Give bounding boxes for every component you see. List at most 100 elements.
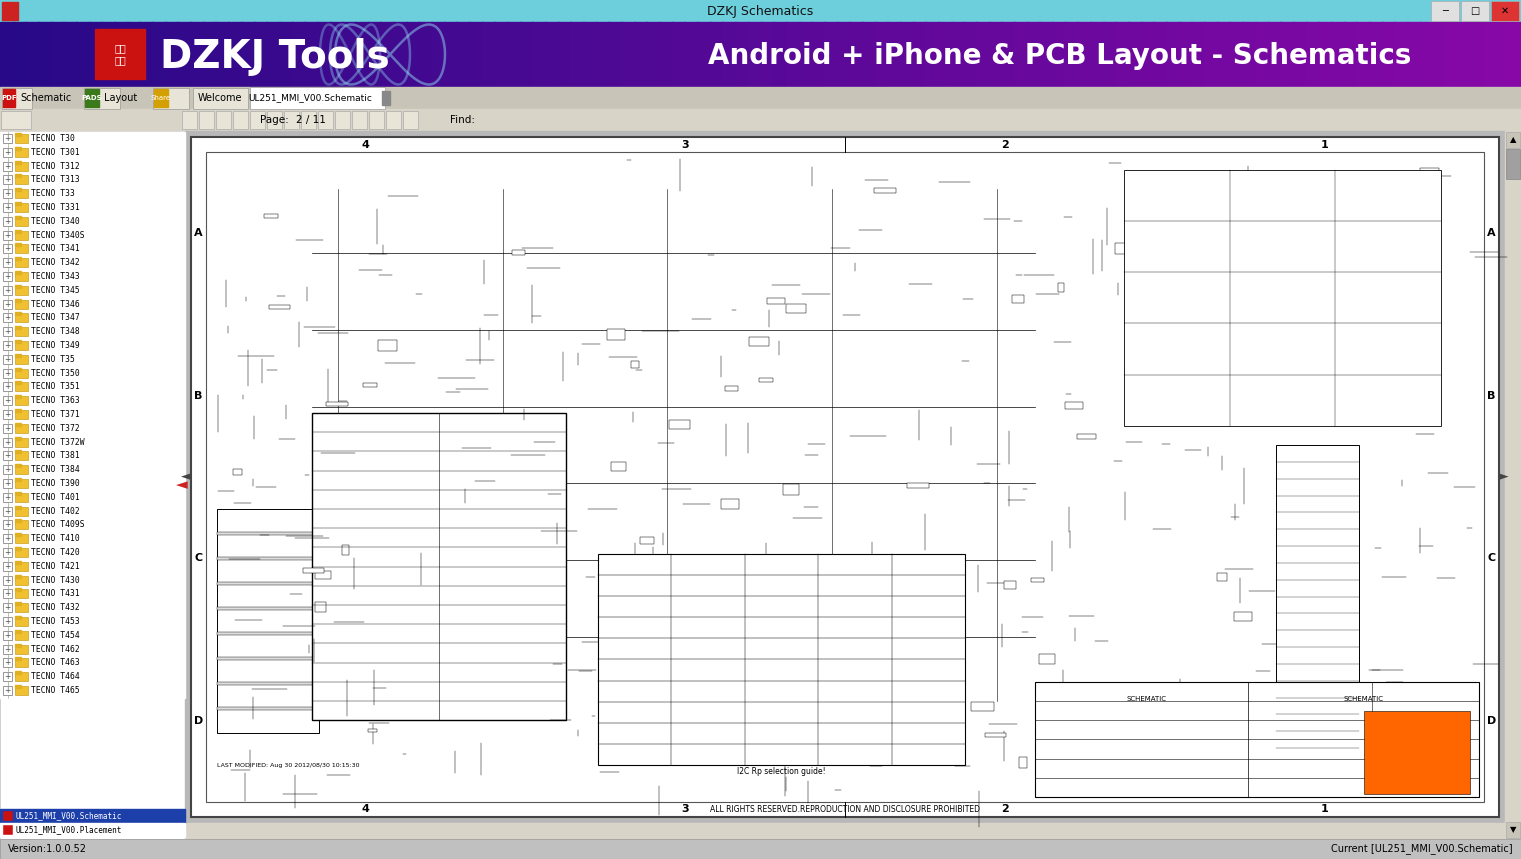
Bar [3, 355, 12, 364]
Bar [1170, 320, 1188, 326]
Bar [3, 134, 12, 143]
Text: 4: 4 [362, 139, 370, 149]
Bar [15, 355, 27, 364]
Bar [1243, 343, 1259, 350]
Bar [811, 22, 824, 87]
Text: +: + [5, 245, 11, 253]
Bar [3, 230, 12, 240]
Text: A: A [1488, 228, 1495, 238]
Bar [3, 562, 12, 570]
Bar [312, 413, 566, 720]
Text: +: + [5, 589, 11, 599]
Bar [640, 537, 654, 545]
Bar [786, 303, 806, 314]
Bar [15, 437, 27, 447]
Bar [697, 22, 710, 87]
Text: +: + [5, 507, 11, 515]
Bar [759, 378, 773, 382]
Bar [278, 22, 292, 87]
Bar [183, 111, 198, 129]
Bar [15, 547, 21, 550]
Bar [875, 22, 888, 87]
Bar [315, 571, 330, 579]
Bar [631, 362, 639, 369]
Bar [15, 436, 21, 440]
Bar [218, 682, 319, 685]
Bar [925, 22, 938, 87]
Text: +: + [5, 259, 11, 267]
Text: TECNO T390: TECNO T390 [30, 479, 79, 488]
Bar [748, 337, 768, 346]
Text: C: C [195, 553, 202, 564]
Bar [3, 644, 12, 654]
Bar [558, 22, 572, 87]
Bar [692, 758, 712, 762]
Text: A: A [195, 228, 202, 238]
Bar [712, 623, 721, 626]
Bar [1252, 687, 1262, 695]
Bar [15, 340, 21, 343]
Bar [722, 22, 736, 87]
Bar [15, 450, 21, 454]
Bar [1191, 22, 1205, 87]
Bar [3, 534, 12, 543]
Bar [15, 423, 27, 433]
Bar [316, 22, 330, 87]
Bar [0, 601, 186, 615]
Bar [1004, 581, 1016, 589]
Bar [1065, 402, 1083, 409]
Bar [1332, 381, 1348, 388]
Bar [0, 422, 186, 436]
Bar [3, 314, 12, 322]
Bar [218, 607, 319, 610]
Bar [380, 22, 394, 87]
Bar [15, 521, 27, 529]
Text: ◄: ◄ [176, 478, 189, 492]
Bar [218, 707, 319, 710]
Bar [616, 600, 627, 606]
Bar [392, 22, 406, 87]
Bar [15, 478, 21, 481]
Bar [15, 285, 21, 288]
Text: +: + [5, 423, 11, 433]
Bar [368, 729, 377, 733]
Bar [0, 546, 186, 560]
Bar [218, 632, 319, 635]
Bar [900, 22, 914, 87]
Bar [15, 271, 21, 274]
Bar [216, 22, 230, 87]
Bar [3, 576, 12, 585]
Bar [406, 22, 420, 87]
Bar [1284, 683, 1296, 687]
Text: TECNO T341: TECNO T341 [30, 245, 79, 253]
Text: Find:: Find: [450, 115, 475, 125]
Bar [1103, 22, 1116, 87]
Bar [26, 22, 40, 87]
Text: ✕: ✕ [1501, 6, 1509, 16]
Bar [1091, 22, 1104, 87]
Bar [621, 22, 634, 87]
Bar [3, 493, 12, 502]
Text: SCHEMATIC: SCHEMATIC [1343, 696, 1384, 702]
Bar [15, 657, 21, 661]
Bar [0, 518, 186, 533]
Bar [1457, 22, 1471, 87]
Bar [2, 88, 32, 109]
Text: TECNO T402: TECNO T402 [30, 507, 79, 515]
Text: +: + [5, 644, 11, 654]
Bar [15, 479, 27, 488]
Text: TECNO T342: TECNO T342 [30, 259, 79, 267]
Text: +: + [5, 603, 11, 612]
Bar [50, 22, 64, 87]
Bar [152, 22, 166, 87]
Bar [15, 188, 21, 192]
Bar [15, 603, 27, 612]
Bar [218, 657, 319, 660]
Bar [218, 582, 319, 585]
Bar [0, 326, 186, 339]
Bar [15, 533, 21, 536]
Text: PADS: PADS [82, 95, 102, 101]
Bar [15, 134, 27, 143]
Bar [3, 161, 12, 171]
Bar [0, 283, 186, 297]
